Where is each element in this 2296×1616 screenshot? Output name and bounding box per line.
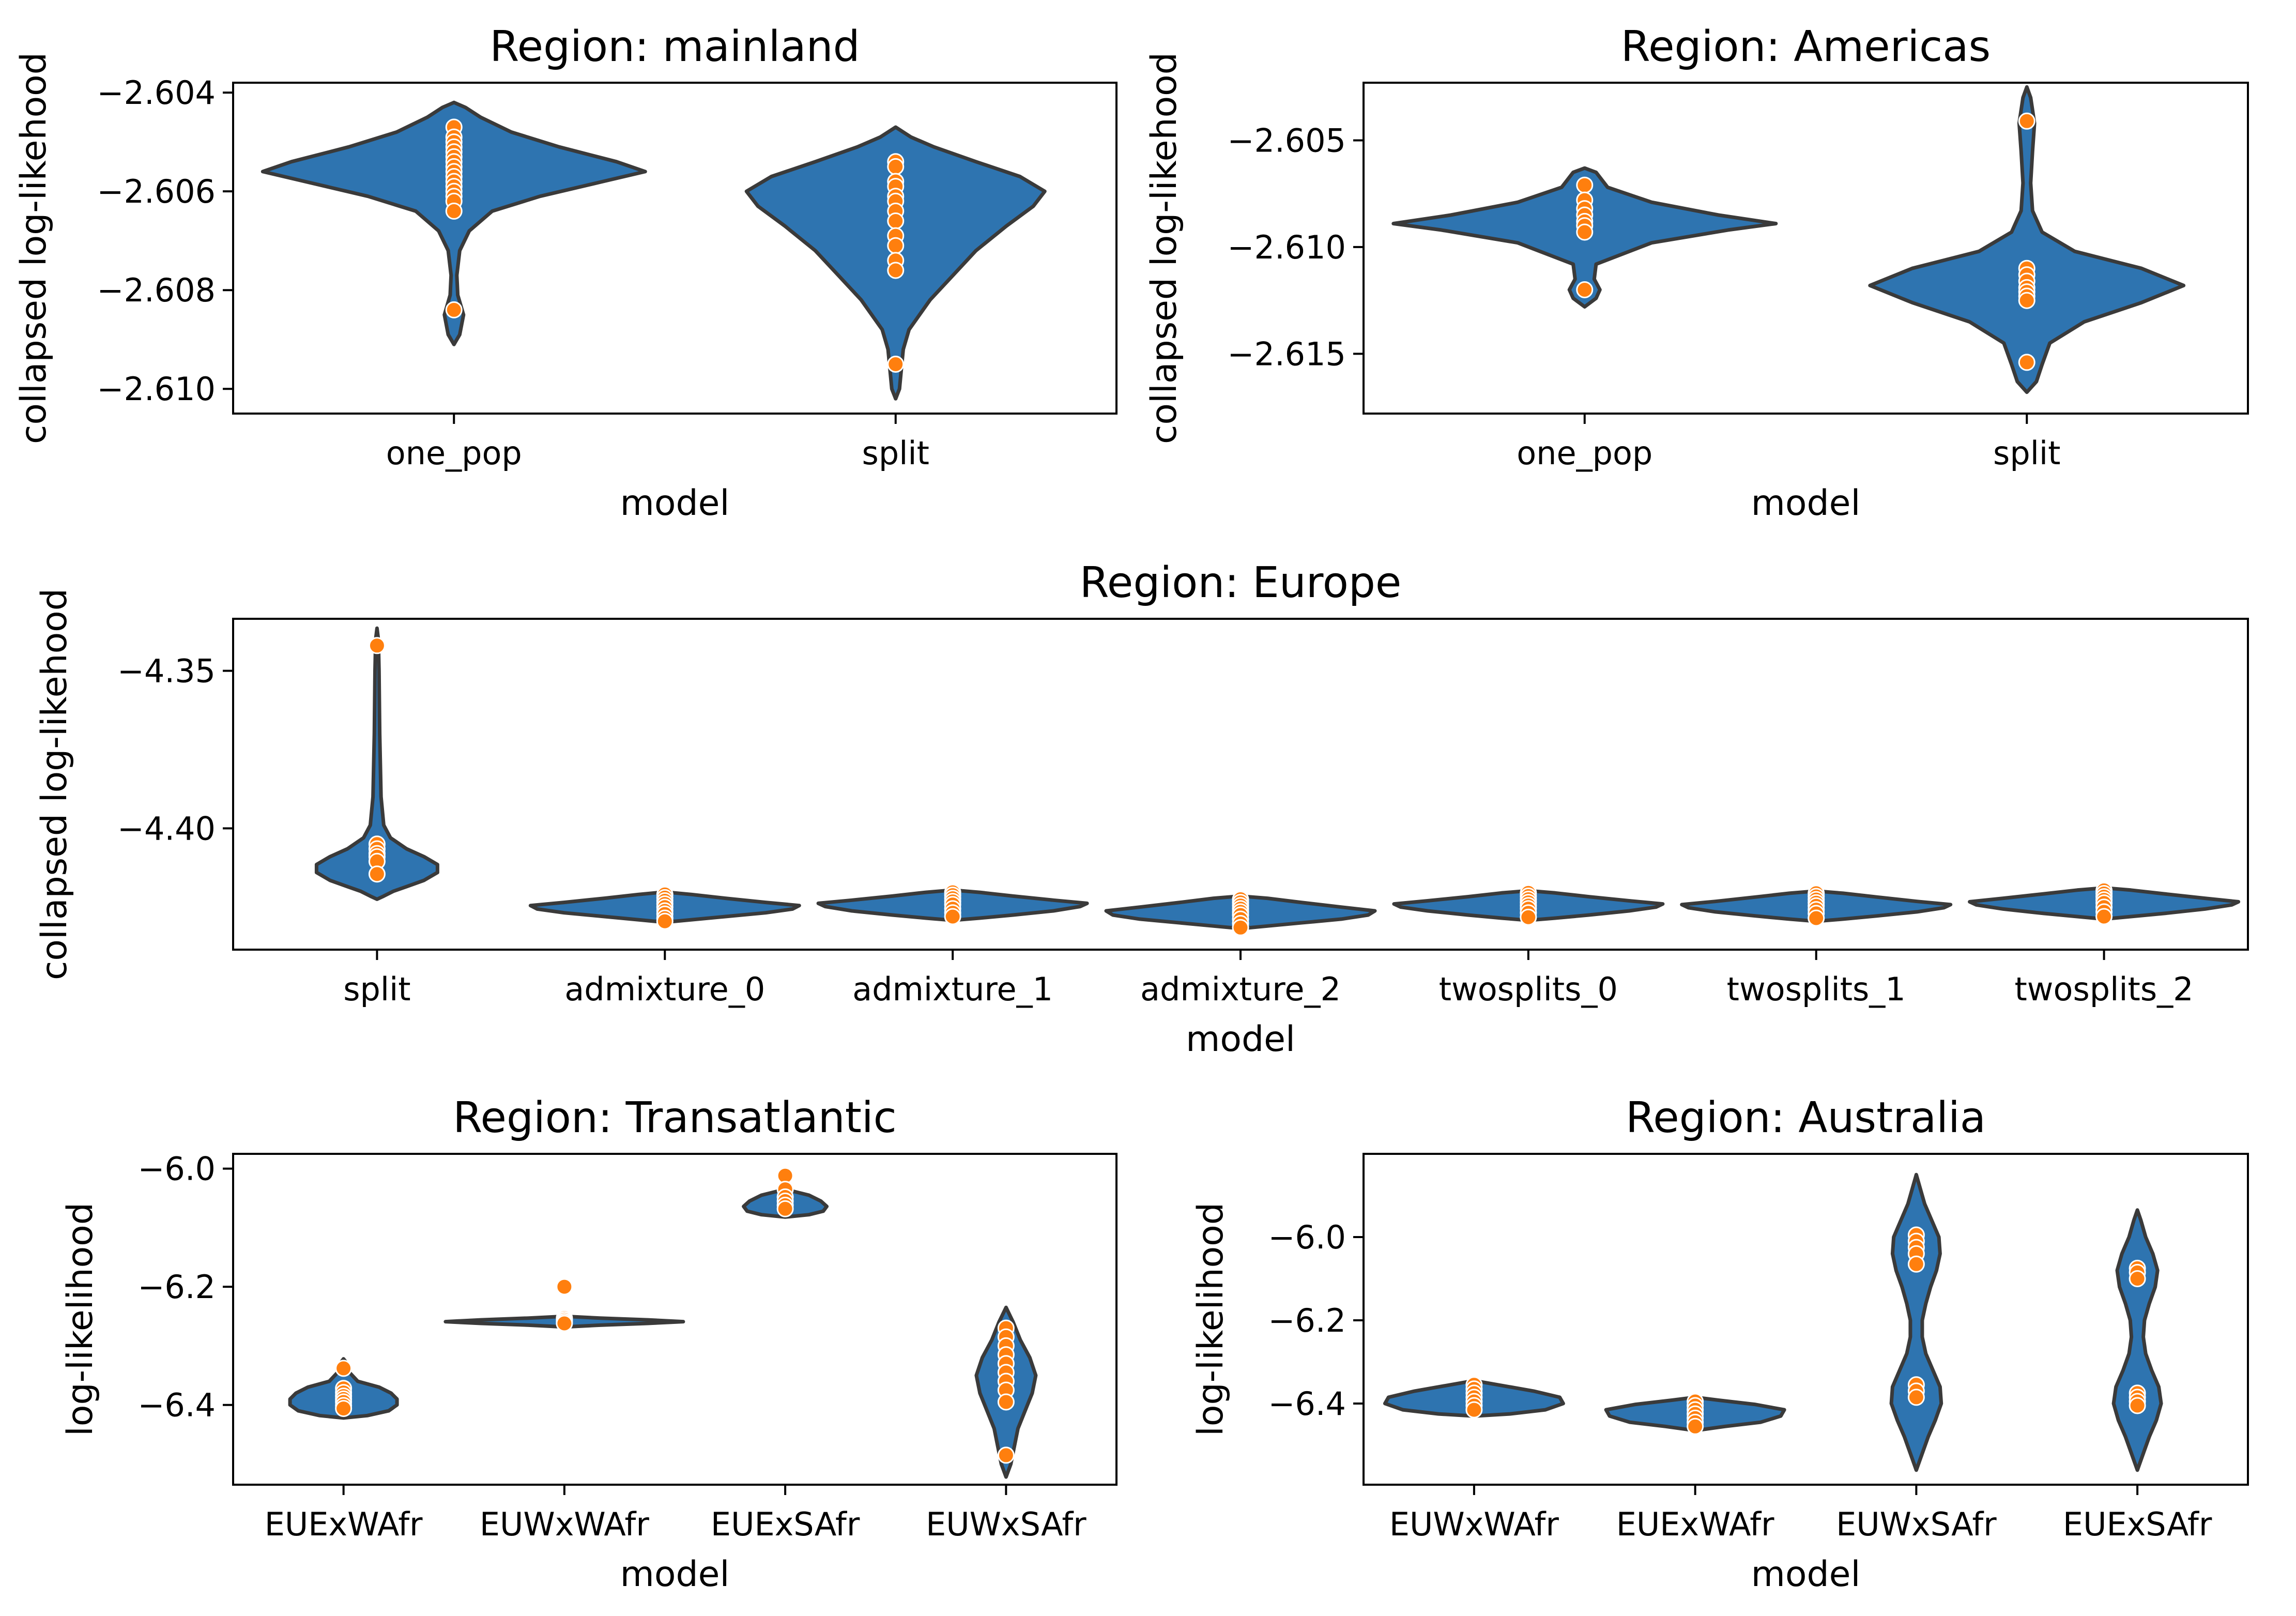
data-point: [1808, 909, 1825, 927]
chart-title: Region: Transatlantic: [453, 1093, 897, 1142]
data-point: [335, 1400, 353, 1417]
data-point: [1907, 1389, 1925, 1406]
data-point: [2018, 354, 2035, 371]
chart-panel-3: −4.35 −4.40 split admixture_0 admixture_1 adm…: [34, 558, 2249, 1060]
x-tick-label: EUExWAfr: [265, 1505, 423, 1543]
x-tick-label: EUWxWAfr: [1389, 1505, 1559, 1543]
x-tick-label: EUExSAfr: [2063, 1505, 2212, 1543]
y-tick-label: −6.2: [137, 1268, 216, 1306]
x-tick-label: split: [343, 970, 410, 1008]
violin-split: [1868, 85, 2186, 394]
x-tick-label: admixture_0: [564, 970, 765, 1008]
data-point: [776, 1200, 794, 1217]
y-tick-label: −2.608: [97, 271, 216, 309]
data-point: [1576, 223, 1594, 241]
y-tick-label: −2.615: [1228, 335, 1346, 373]
x-tick-label: admixture_1: [852, 970, 1053, 1008]
data-point: [887, 212, 905, 230]
data-point: [887, 356, 905, 373]
violin-one_pop: [261, 100, 647, 346]
data-point: [656, 912, 674, 930]
data-point: [1907, 1255, 1925, 1273]
x-tick-label: twosplits_1: [1727, 970, 1906, 1008]
data-point: [887, 237, 905, 254]
y-tick-label: −2.604: [97, 74, 216, 112]
chart-title: Region: Americas: [1621, 22, 1991, 71]
chart-title: Region: Australia: [1626, 1093, 1986, 1142]
y-tick-label: −6.0: [1268, 1218, 1346, 1256]
y-tick-label: −2.606: [97, 173, 216, 210]
data-point: [2095, 908, 2113, 925]
data-point: [445, 301, 463, 318]
y-axis-label: log-likelihood: [60, 1202, 101, 1436]
x-tick-label: split: [1993, 434, 2060, 472]
y-tick-label: −6.4: [137, 1386, 216, 1424]
data-point: [997, 1393, 1015, 1411]
y-axis-label: collapsed log-likehood: [1144, 52, 1185, 444]
data-point: [1576, 176, 1594, 194]
y-tick-label: −6.0: [137, 1150, 216, 1188]
y-tick-label: −6.4: [1268, 1385, 1346, 1423]
data-point: [556, 1315, 573, 1332]
x-tick-label: twosplits_2: [2015, 970, 2194, 1008]
data-point: [1576, 281, 1594, 298]
chart-panel-2: −2.605 −2.610 −2.615 one_pop split Region: Am…: [1144, 22, 2249, 524]
data-point: [335, 1360, 353, 1377]
x-tick-label: EUExWAfr: [1616, 1505, 1774, 1543]
x-tick-label: admixture_2: [1140, 970, 1341, 1008]
y-tick-label: −6.2: [1268, 1302, 1346, 1339]
chart-panel-4: −6.0 −6.2 −6.4 EUExWAfr EUWxWAfr EUExSAfr EUWx…: [60, 1093, 1118, 1595]
data-point: [1520, 908, 1537, 926]
x-axis-label: model: [620, 483, 730, 524]
x-tick-label: one_pop: [386, 434, 522, 472]
data-point: [1232, 919, 1249, 936]
y-axis-label: log-likelihood: [1190, 1202, 1231, 1436]
data-point: [1465, 1401, 1483, 1419]
y-tick-label: −4.40: [117, 810, 216, 847]
y-tick-label: −2.610: [1228, 228, 1346, 266]
chart-title: Region: mainland: [489, 22, 860, 71]
data-point: [556, 1278, 573, 1295]
x-tick-label: twosplits_0: [1439, 970, 1618, 1008]
x-tick-label: EUWxSAfr: [926, 1505, 1086, 1543]
chart-panel-1: −2.604 −2.606 −2.608 −2.610 one_pop split Regi…: [13, 22, 1118, 524]
data-point: [887, 262, 905, 279]
data-point: [2129, 1270, 2146, 1287]
y-tick-label: −2.605: [1228, 121, 1346, 159]
y-tick-label: −2.610: [97, 370, 216, 408]
y-axis-label: collapsed log-likehood: [34, 588, 75, 980]
data-point: [944, 908, 961, 925]
data-point: [368, 865, 386, 883]
x-tick-label: EUWxWAfr: [480, 1505, 649, 1543]
axes-frame: [1363, 82, 2249, 415]
axes-frame: [232, 1153, 1118, 1486]
data-point: [2018, 112, 2035, 130]
x-axis-label: model: [620, 1554, 730, 1595]
x-axis-label: model: [1751, 483, 1861, 524]
data-point: [2018, 292, 2035, 309]
axes-frame: [1363, 1153, 2249, 1486]
chart-panel-5: −6.0 −6.2 −6.4 EUWxWAfr EUExWAfr EUWxSAfr EUEx…: [1190, 1093, 2249, 1595]
x-tick-label: EUWxSAfr: [1836, 1505, 1997, 1543]
data-point: [1687, 1417, 1704, 1435]
violin-split: [314, 626, 439, 901]
axes-frame: [232, 82, 1118, 415]
violin-EUExSAfr: [2111, 1208, 2163, 1472]
x-axis-label: model: [1751, 1554, 1861, 1595]
chart-title: Region: Europe: [1080, 558, 1402, 607]
x-tick-label: one_pop: [1517, 434, 1652, 472]
x-axis-label: model: [1186, 1019, 1295, 1060]
violin-EUWxSAfr: [1889, 1172, 1943, 1472]
y-tick-label: −4.35: [117, 652, 216, 690]
y-axis-label: collapsed log-likehood: [13, 52, 54, 444]
data-point: [887, 158, 905, 175]
x-tick-label: EUExSAfr: [711, 1505, 860, 1543]
data-point: [2129, 1397, 2146, 1414]
x-tick-label: split: [862, 434, 929, 472]
data-point: [445, 202, 463, 220]
data-point: [368, 637, 386, 654]
data-point: [997, 1446, 1015, 1464]
